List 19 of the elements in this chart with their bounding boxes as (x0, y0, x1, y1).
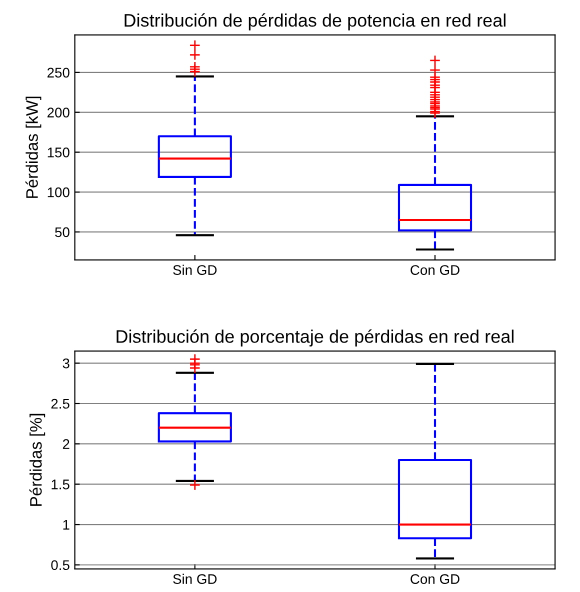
y-tick-label: 0.5 (51, 560, 70, 570)
y-tick-label: 150 (48, 148, 70, 158)
y-axis-title: Pérdidas [%] (29, 414, 46, 506)
y-tick-label: 200 (47, 108, 70, 118)
x-tick-label: Sin GD (173, 574, 217, 584)
x-tick-label: Con GD (410, 574, 460, 584)
y-tick-label: 2.5 (51, 398, 70, 409)
y-tick-label: 250 (47, 68, 70, 78)
x-tick-label: Con GD (410, 265, 460, 275)
chart-title: Distribución de porcentaje de pérdidas en red real (116, 329, 514, 346)
y-tick-label: 1.5 (52, 480, 70, 490)
chart-title: Distribución de pérdidas de potencia en red real (124, 13, 506, 30)
y-tick-label: 100 (48, 187, 70, 198)
y-tick-label: 50 (55, 227, 70, 238)
x-tick-label: Sin GD (173, 264, 217, 275)
y-tick-label: 3 (62, 358, 70, 368)
y-tick-label: 2 (62, 439, 70, 449)
y-tick-label: 1 (63, 520, 70, 530)
y-axis-title: Pérdidas [kW] (26, 96, 42, 198)
